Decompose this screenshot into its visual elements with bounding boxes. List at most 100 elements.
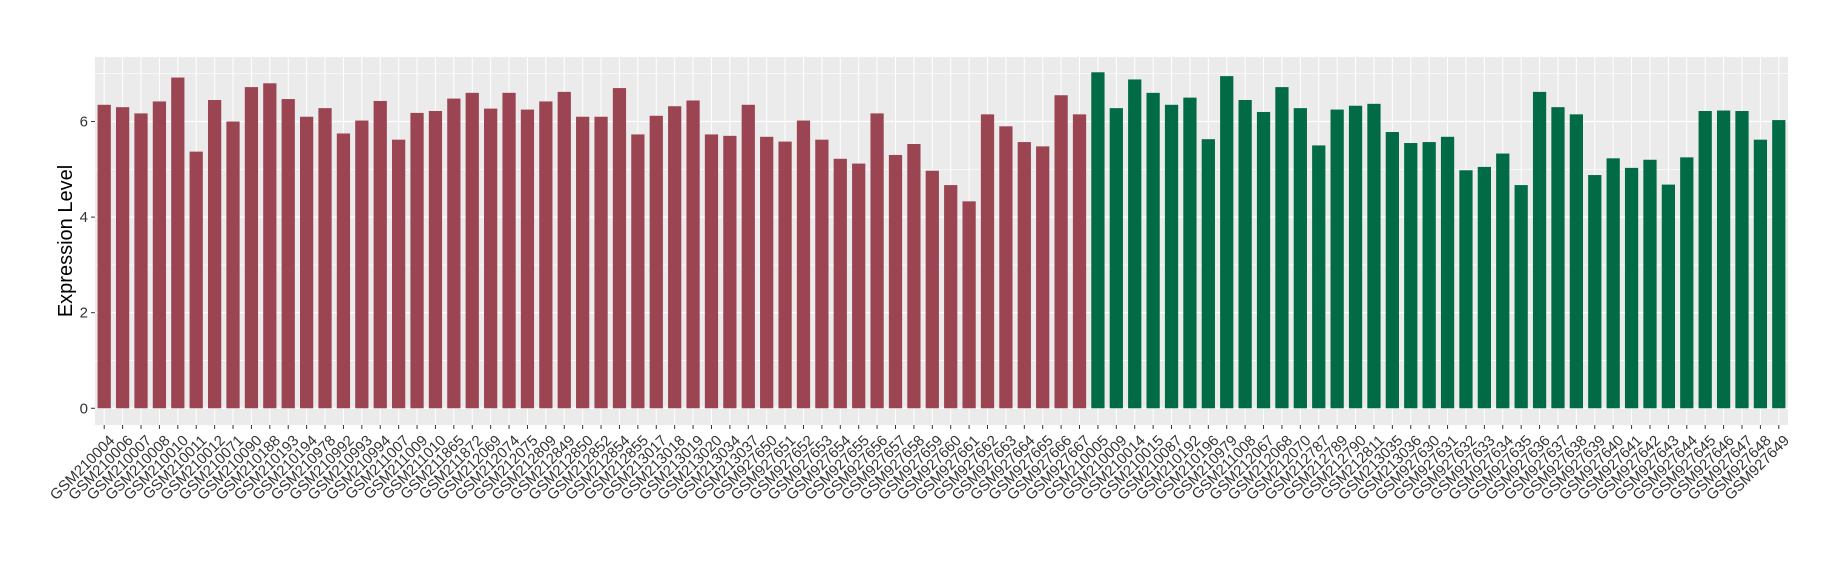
bar-GSM211007	[392, 139, 406, 409]
bar-GSM927645	[1698, 111, 1712, 409]
bar-GSM210008	[152, 101, 167, 409]
bar-GSM211865	[447, 98, 461, 409]
bar-GSM213035	[1385, 132, 1399, 409]
bar-GSM927650	[760, 136, 774, 409]
bars	[97, 72, 1786, 409]
y-tick-label: 0	[80, 400, 88, 417]
bar-GSM210979	[1220, 76, 1234, 409]
bar-GSM212809	[539, 101, 553, 409]
bar-GSM927635	[1514, 185, 1528, 409]
bar-GSM212850	[576, 116, 590, 409]
bar-GSM927632	[1459, 170, 1473, 409]
bar-GSM210194	[300, 116, 314, 409]
bar-GSM211872	[465, 92, 479, 409]
bar-GSM927638	[1569, 114, 1583, 409]
bar-GSM927660	[944, 185, 958, 409]
bar-GSM213017	[649, 115, 663, 409]
bar-GSM210014	[1128, 79, 1142, 409]
bar-GSM210978	[318, 108, 332, 409]
bar-GSM927641	[1624, 167, 1639, 409]
bar-GSM210012	[207, 100, 222, 409]
bar-GSM211010	[428, 111, 443, 409]
bar-GSM210015	[1146, 92, 1160, 409]
y-tick-label: 6	[80, 114, 88, 131]
bar-GSM212069	[484, 108, 498, 409]
bar-GSM927667	[1072, 114, 1087, 409]
bar-GSM210087	[1164, 104, 1179, 409]
bar-GSM927653	[815, 139, 829, 409]
bar-GSM927652	[796, 120, 811, 409]
bar-GSM213037	[741, 104, 755, 409]
bar-GSM212787	[1312, 145, 1326, 409]
bar-GSM210006	[115, 107, 130, 409]
bar-GSM211009	[410, 112, 424, 409]
bar-GSM927658	[907, 143, 921, 409]
bar-GSM212075	[520, 109, 535, 409]
bar-GSM927663	[999, 126, 1013, 409]
bar-GSM927639	[1588, 175, 1602, 409]
bar-GSM927654	[833, 158, 847, 409]
bar-GSM212074	[502, 92, 516, 409]
bar-GSM927666	[1054, 95, 1068, 409]
bar-GSM927655	[852, 163, 866, 409]
bar-GSM927657	[888, 154, 903, 409]
bar-GSM210071	[226, 121, 240, 409]
bar-GSM927662	[980, 114, 995, 409]
bar-GSM927640	[1606, 158, 1620, 409]
bar-GSM213034	[723, 135, 737, 409]
x-axis: GSM210004GSM210006GSM210007GSM210008GSM2…	[47, 425, 1793, 504]
bar-GSM210004	[97, 104, 111, 409]
bar-GSM927631	[1440, 136, 1455, 409]
bar-GSM210011	[189, 151, 203, 409]
bar-GSM210994	[373, 100, 387, 409]
bar-GSM212852	[594, 116, 608, 409]
y-tick-label: 4	[80, 209, 88, 226]
bar-GSM927630	[1422, 142, 1436, 409]
bar-GSM927637	[1551, 107, 1565, 409]
bar-GSM213019	[686, 100, 700, 409]
bar-GSM927642	[1643, 159, 1657, 409]
bar-GSM210005	[1091, 72, 1105, 409]
bar-GSM213036	[1404, 143, 1418, 409]
bar-GSM927644	[1680, 157, 1694, 409]
bar-GSM210192	[1183, 97, 1197, 409]
bar-GSM210010	[171, 77, 185, 409]
bar-GSM927647	[1735, 111, 1749, 409]
bar-GSM212855	[631, 134, 645, 409]
bar-GSM927664	[1017, 142, 1031, 409]
bar-GSM210090	[244, 87, 259, 409]
bar-GSM213020	[704, 134, 719, 409]
bar-GSM212068	[1275, 87, 1289, 409]
bar-GSM212854	[612, 88, 627, 409]
bar-GSM210196	[1201, 139, 1215, 409]
bar-GSM927661	[962, 201, 976, 409]
bar-GSM927659	[925, 170, 939, 409]
bar-GSM927665	[1036, 146, 1050, 409]
bar-GSM211008	[1238, 100, 1252, 409]
bar-GSM213018	[668, 106, 682, 409]
bar-GSM212790	[1348, 105, 1363, 409]
bar-GSM927649	[1772, 120, 1786, 409]
bar-GSM210188	[263, 83, 277, 409]
y-axis: 0 2 4 6	[80, 114, 95, 417]
bar-GSM210193	[281, 99, 295, 409]
bar-GSM927646	[1716, 110, 1731, 409]
bar-GSM927634	[1496, 153, 1510, 409]
bar-GSM212067	[1256, 111, 1271, 409]
bar-GSM212070	[1293, 108, 1307, 409]
y-axis-title: Expression Level	[55, 165, 77, 317]
bar-GSM927636	[1532, 91, 1547, 409]
bar-GSM210009	[1109, 108, 1123, 409]
bar-GSM927651	[778, 141, 792, 409]
bar-GSM210007	[134, 113, 148, 409]
bar-GSM927643	[1661, 184, 1676, 409]
bar-GSM212811	[1367, 103, 1381, 409]
bar-GSM210993	[355, 120, 369, 409]
bar-GSM210992	[336, 133, 351, 409]
bar-GSM927633	[1477, 166, 1491, 409]
bar-GSM927656	[870, 113, 884, 409]
bar-GSM927648	[1753, 139, 1768, 409]
bar-GSM212789	[1330, 109, 1344, 409]
